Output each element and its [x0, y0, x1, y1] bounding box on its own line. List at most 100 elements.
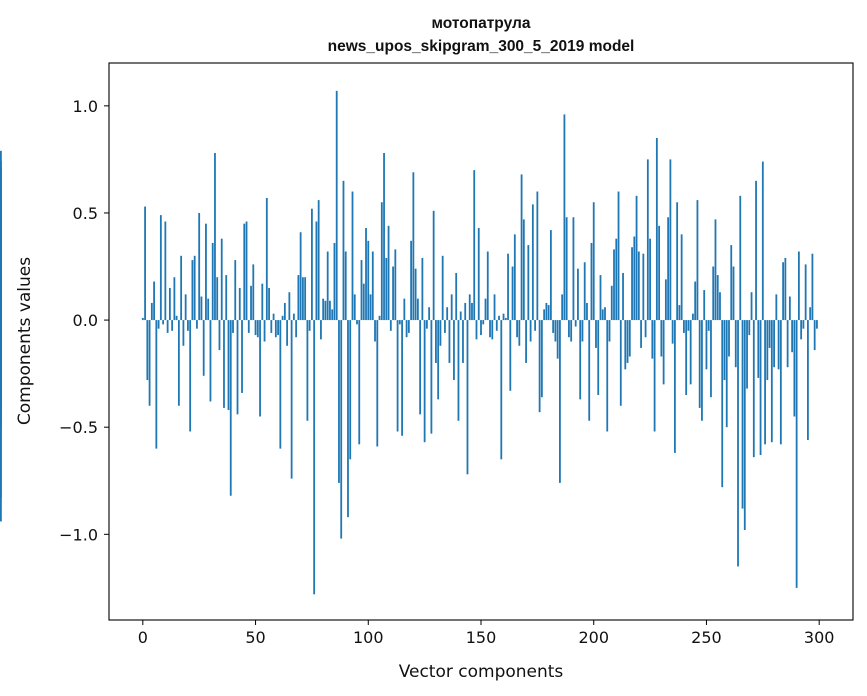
bar [615, 238, 618, 321]
bar [653, 320, 656, 432]
bar [791, 320, 794, 353]
bar [376, 320, 379, 447]
bar [405, 320, 408, 338]
bar [527, 245, 530, 321]
bar [159, 215, 162, 321]
bar [540, 320, 543, 398]
bar [425, 320, 428, 329]
bar [184, 294, 187, 321]
bar [752, 320, 755, 458]
bar [705, 320, 708, 370]
bar [491, 320, 494, 340]
y-tick-label: 1.0 [73, 97, 98, 116]
bar [737, 320, 739, 567]
bar [292, 313, 295, 321]
bar [401, 320, 403, 436]
x-tick-label: 0 [138, 628, 148, 647]
bar [658, 225, 661, 321]
bar [583, 262, 586, 321]
bar [703, 290, 706, 321]
bar [574, 320, 577, 327]
bar [155, 320, 158, 449]
bar [209, 320, 212, 402]
bar [696, 200, 699, 321]
bar [236, 320, 239, 415]
bar [739, 195, 742, 321]
bar [723, 320, 726, 381]
bar [734, 320, 737, 368]
bar [225, 275, 228, 321]
bar [480, 320, 482, 336]
y-tick-label: −0.5 [59, 418, 98, 437]
bar [631, 247, 633, 321]
bar [773, 320, 775, 368]
bar [263, 320, 266, 342]
bar [0, 253, 2, 321]
bar [141, 317, 144, 321]
chart-title-line-1: мотопатрула [432, 15, 531, 32]
bar [419, 320, 422, 415]
bar [556, 320, 559, 359]
bar [552, 320, 555, 333]
bar [254, 320, 257, 336]
bar [320, 320, 322, 340]
bar [635, 195, 638, 321]
bar [256, 320, 259, 338]
bar [385, 257, 388, 321]
bar [707, 320, 710, 331]
bar [412, 172, 415, 321]
bar [750, 292, 753, 321]
bar [407, 320, 410, 333]
bar [200, 296, 203, 321]
bar [214, 152, 216, 321]
bar [802, 320, 805, 329]
bar [624, 320, 627, 370]
bar [216, 277, 219, 321]
bar [673, 320, 676, 453]
bar [549, 230, 552, 321]
bar [177, 320, 180, 406]
bar [601, 309, 604, 321]
bar [786, 320, 789, 368]
bar [153, 281, 155, 321]
bar [680, 234, 683, 321]
bar [568, 320, 570, 338]
bar [367, 240, 370, 321]
bar [306, 320, 309, 421]
bar [414, 268, 417, 321]
bar [522, 219, 525, 321]
bar [229, 320, 232, 496]
bar [329, 300, 331, 321]
bar [581, 320, 584, 342]
x-axis-label: Vector components [399, 662, 564, 682]
bar [678, 305, 681, 321]
bar [518, 320, 521, 346]
bar [198, 212, 201, 321]
bar [383, 152, 385, 321]
bar [218, 320, 221, 351]
bar [513, 234, 516, 321]
bar [428, 307, 431, 321]
bar [572, 217, 575, 321]
bar [759, 320, 762, 456]
bar [362, 283, 365, 321]
bar [196, 320, 198, 329]
bar [511, 266, 514, 321]
bar [633, 236, 636, 321]
bar [784, 257, 787, 321]
bar [437, 320, 440, 400]
bar [392, 266, 394, 321]
bar [712, 266, 715, 321]
bar [493, 294, 496, 321]
bar [579, 320, 582, 400]
chart-title-line-2: news_upos_skipgram_300_5_2019 model [328, 38, 635, 55]
bar [520, 174, 523, 321]
bar [371, 251, 374, 321]
bar [146, 320, 149, 381]
bar [671, 320, 674, 344]
bar [394, 249, 397, 321]
bar [701, 320, 703, 421]
bar [288, 292, 291, 321]
x-tick-label: 250 [691, 628, 722, 647]
